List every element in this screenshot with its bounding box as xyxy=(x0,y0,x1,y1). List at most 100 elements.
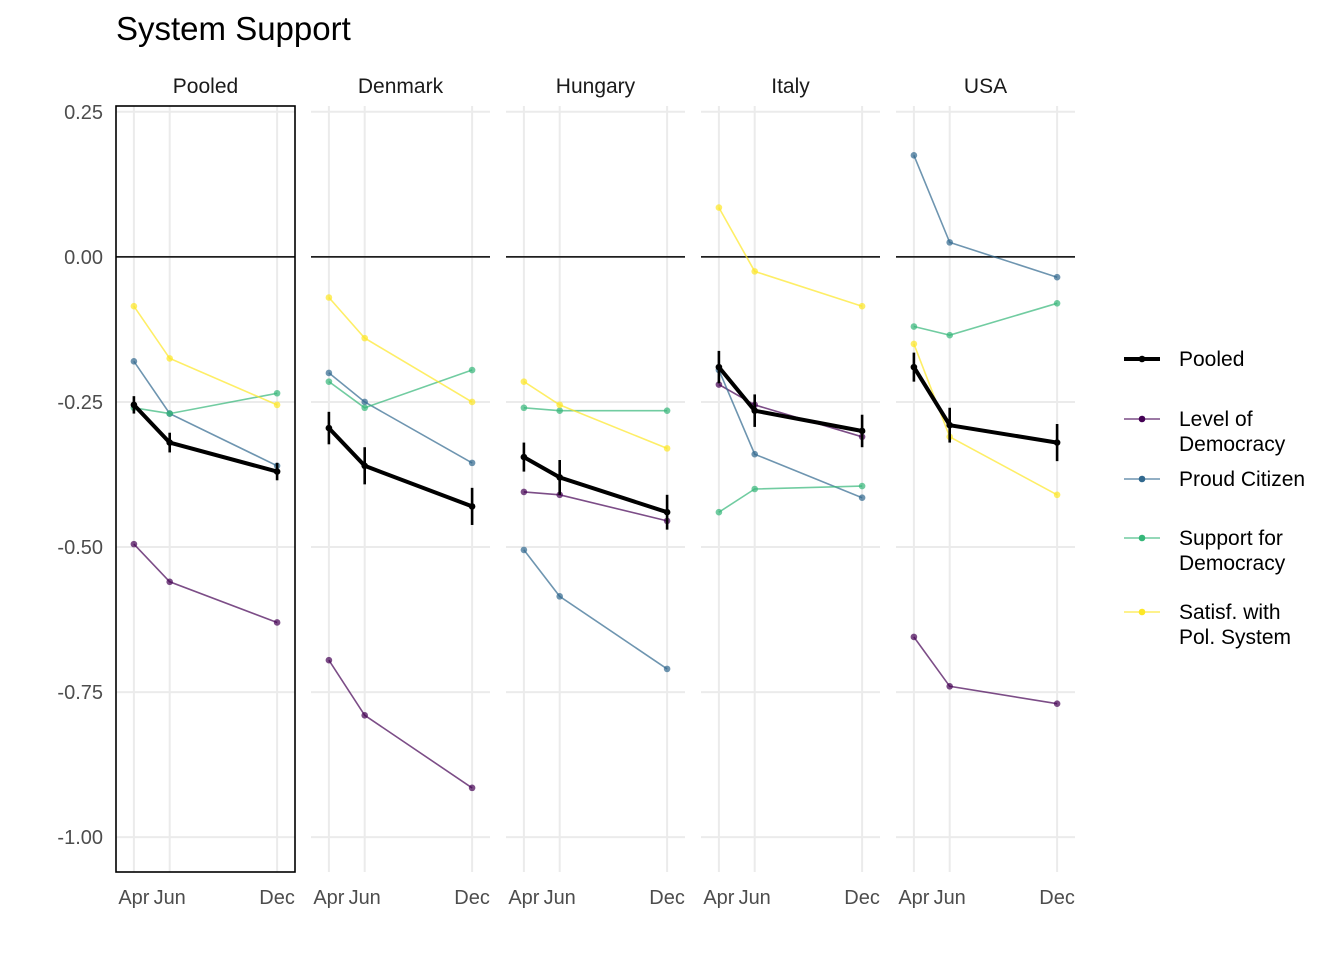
legend-key-support xyxy=(1122,526,1162,550)
x-tick-label: Apr xyxy=(118,887,149,909)
x-tick-label: Dec xyxy=(1039,887,1075,909)
data-point-support xyxy=(166,410,173,417)
data-point-level xyxy=(715,381,723,388)
data-point-support xyxy=(715,508,723,516)
data-point-satisf xyxy=(663,445,671,452)
y-tick-label: -1.00 xyxy=(57,827,103,849)
x-tick-label: Jun xyxy=(349,887,381,909)
data-point-proud xyxy=(663,665,671,673)
data-point-proud xyxy=(910,152,918,159)
x-tick-label: Jun xyxy=(154,887,186,909)
y-tick-label: -0.75 xyxy=(57,682,103,704)
data-point-support xyxy=(520,404,528,412)
legend-item-proud: Proud Citizen xyxy=(1122,467,1305,492)
x-tick-label: Apr xyxy=(313,887,344,909)
x-tick-label: Jun xyxy=(739,887,771,909)
data-point-satisf xyxy=(520,378,528,385)
data-point-satisf xyxy=(361,334,369,342)
panel-hungary: Hungary Apr Jun Dec xyxy=(506,75,685,909)
data-point-support xyxy=(468,366,476,374)
legend-item-satisf: Satisf. with Pol. System xyxy=(1122,600,1291,650)
data-point-support xyxy=(663,407,671,414)
data-point-level xyxy=(325,656,333,664)
data-point-pooled xyxy=(520,453,528,461)
chart-legend: Pooled Level of Democracy Proud Citizen Sup… xyxy=(1122,0,1342,960)
data-point-level xyxy=(166,578,173,586)
y-tick-label: -0.50 xyxy=(57,537,103,559)
data-point-pooled xyxy=(946,421,953,429)
y-tick-label: -0.25 xyxy=(57,392,103,414)
data-point-pooled xyxy=(325,424,333,432)
series-line-level xyxy=(913,636,1058,705)
y-tick-label: 0.00 xyxy=(64,247,103,269)
series-line-satisf xyxy=(133,305,278,406)
data-point-level xyxy=(910,633,918,641)
data-point-pooled xyxy=(556,474,563,481)
series-line-satisf xyxy=(523,380,668,450)
series-line-pooled xyxy=(327,426,473,509)
data-point-pooled xyxy=(468,503,476,510)
data-point-proud xyxy=(520,546,528,554)
data-point-pooled xyxy=(166,439,173,446)
series-line-level xyxy=(133,543,278,624)
data-point-support xyxy=(858,482,866,490)
panel-denmark: Denmark Apr Jun Dec xyxy=(311,75,490,909)
y-tick-label: 0.25 xyxy=(64,102,103,124)
panel-usa: USA Apr Jun Dec xyxy=(896,75,1075,909)
data-point-satisf xyxy=(715,204,723,211)
series-line-satisf xyxy=(913,343,1058,496)
legend-label-satisf: Satisf. with Pol. System xyxy=(1179,601,1292,649)
data-point-pooled xyxy=(361,462,369,470)
data-point-proud xyxy=(1053,273,1061,281)
legend-key-pooled xyxy=(1122,347,1162,371)
panel-italy: Italy Apr Jun Dec xyxy=(701,75,880,909)
data-point-satisf xyxy=(556,401,563,409)
data-point-proud xyxy=(325,369,333,377)
series-line-support xyxy=(913,302,1058,337)
data-point-support xyxy=(556,407,563,414)
data-point-satisf xyxy=(273,401,281,409)
panel-strip-label: Denmark xyxy=(358,75,444,98)
series-line-proud xyxy=(913,154,1058,278)
data-point-level xyxy=(273,619,281,626)
data-point-support xyxy=(1053,300,1061,307)
data-point-satisf xyxy=(910,340,918,348)
series-line-pooled xyxy=(912,366,1058,445)
series-line-proud xyxy=(523,549,668,670)
panel-strip-label: Hungary xyxy=(556,75,636,98)
data-point-pooled xyxy=(130,401,138,409)
series-line-support xyxy=(523,407,668,412)
data-point-satisf xyxy=(1053,491,1061,499)
legend-item-level: Level of Democracy xyxy=(1122,407,1285,457)
data-point-level xyxy=(130,540,138,548)
x-tick-label: Jun xyxy=(934,887,966,909)
data-point-proud xyxy=(751,450,758,458)
series-line-support xyxy=(718,485,863,513)
panel-strip-label: Italy xyxy=(771,75,810,98)
data-point-satisf xyxy=(166,355,173,362)
data-point-satisf xyxy=(468,398,476,406)
chart-title: System Support xyxy=(116,10,351,47)
panel-strip-label: USA xyxy=(964,75,1007,98)
data-point-level xyxy=(1053,700,1061,708)
data-point-proud xyxy=(130,358,138,365)
x-tick-label: Dec xyxy=(454,887,490,909)
data-point-pooled xyxy=(910,363,918,371)
data-point-level xyxy=(361,712,369,719)
series-line-pooled xyxy=(132,403,278,474)
data-point-level xyxy=(468,784,476,792)
legend-label-pooled: Pooled xyxy=(1179,348,1245,371)
data-point-pooled xyxy=(715,363,723,371)
data-point-proud xyxy=(468,459,476,467)
legend-key-level xyxy=(1122,407,1162,431)
data-point-support xyxy=(361,404,369,412)
legend-label-proud: Proud Citizen xyxy=(1179,468,1306,491)
data-point-proud xyxy=(556,593,563,600)
data-point-proud xyxy=(946,239,953,246)
data-point-level xyxy=(520,488,528,496)
data-point-level xyxy=(946,683,953,690)
data-point-pooled xyxy=(663,508,671,516)
x-tick-label: Dec xyxy=(649,887,685,909)
series-line-satisf xyxy=(328,296,473,403)
panel-strip-label: Pooled xyxy=(173,75,238,98)
